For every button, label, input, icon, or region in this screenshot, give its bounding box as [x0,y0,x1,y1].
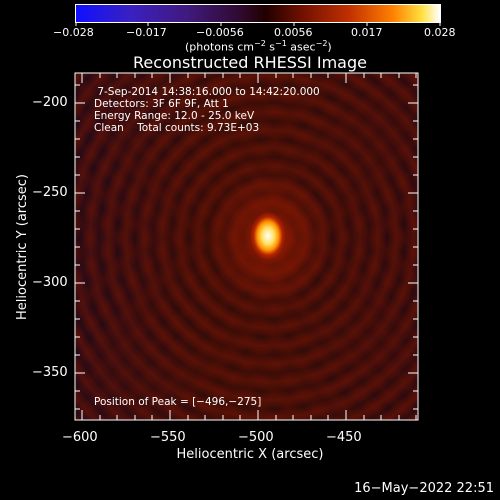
rhessi-image [75,73,418,420]
colorbar [75,4,441,23]
colorbar-tick-label: −0.028 [53,26,94,39]
info-time-range: 7-Sep-2014 14:38:16.000 to 14:42:20.000 [94,86,320,98]
x-tick-label: −600 [62,430,98,445]
colorbar-ticks [75,22,441,26]
colorbar-tick-label: 0.0056 [274,26,313,39]
y-axis-label: Heliocentric Y (arcsec) [15,174,30,320]
generation-timestamp: 16−May−2022 22:51 [354,481,494,496]
colorbar-units: (photons cm−2 s−1 asec−2) [185,39,332,54]
y-tick-label: −200 [32,95,68,110]
colorbar-tick-label: −0.0056 [196,26,244,39]
colorbar-tick-label: 0.017 [351,26,383,39]
x-tick-label: −550 [150,430,186,445]
peak-position-label: Position of Peak = [−496,−275] [94,396,262,408]
y-tick-label: −350 [32,365,68,380]
x-tick-label: −450 [326,430,362,445]
y-tick-label: −300 [32,275,68,290]
plot-title: Reconstructed RHESSI Image [133,53,367,72]
x-tick-label: −500 [238,430,274,445]
info-energy-range: Energy Range: 12.0 - 25.0 keV [94,110,255,122]
colorbar-tick-label: 0.028 [424,26,456,39]
info-clean-counts: Clean Total counts: 9.73E+03 [94,122,260,134]
y-tick-label: −250 [32,185,68,200]
info-detectors: Detectors: 3F 6F 9F, Att 1 [94,98,229,110]
colorbar-tick-label: −0.017 [126,26,167,39]
x-axis-label: Heliocentric X (arcsec) [176,447,324,462]
